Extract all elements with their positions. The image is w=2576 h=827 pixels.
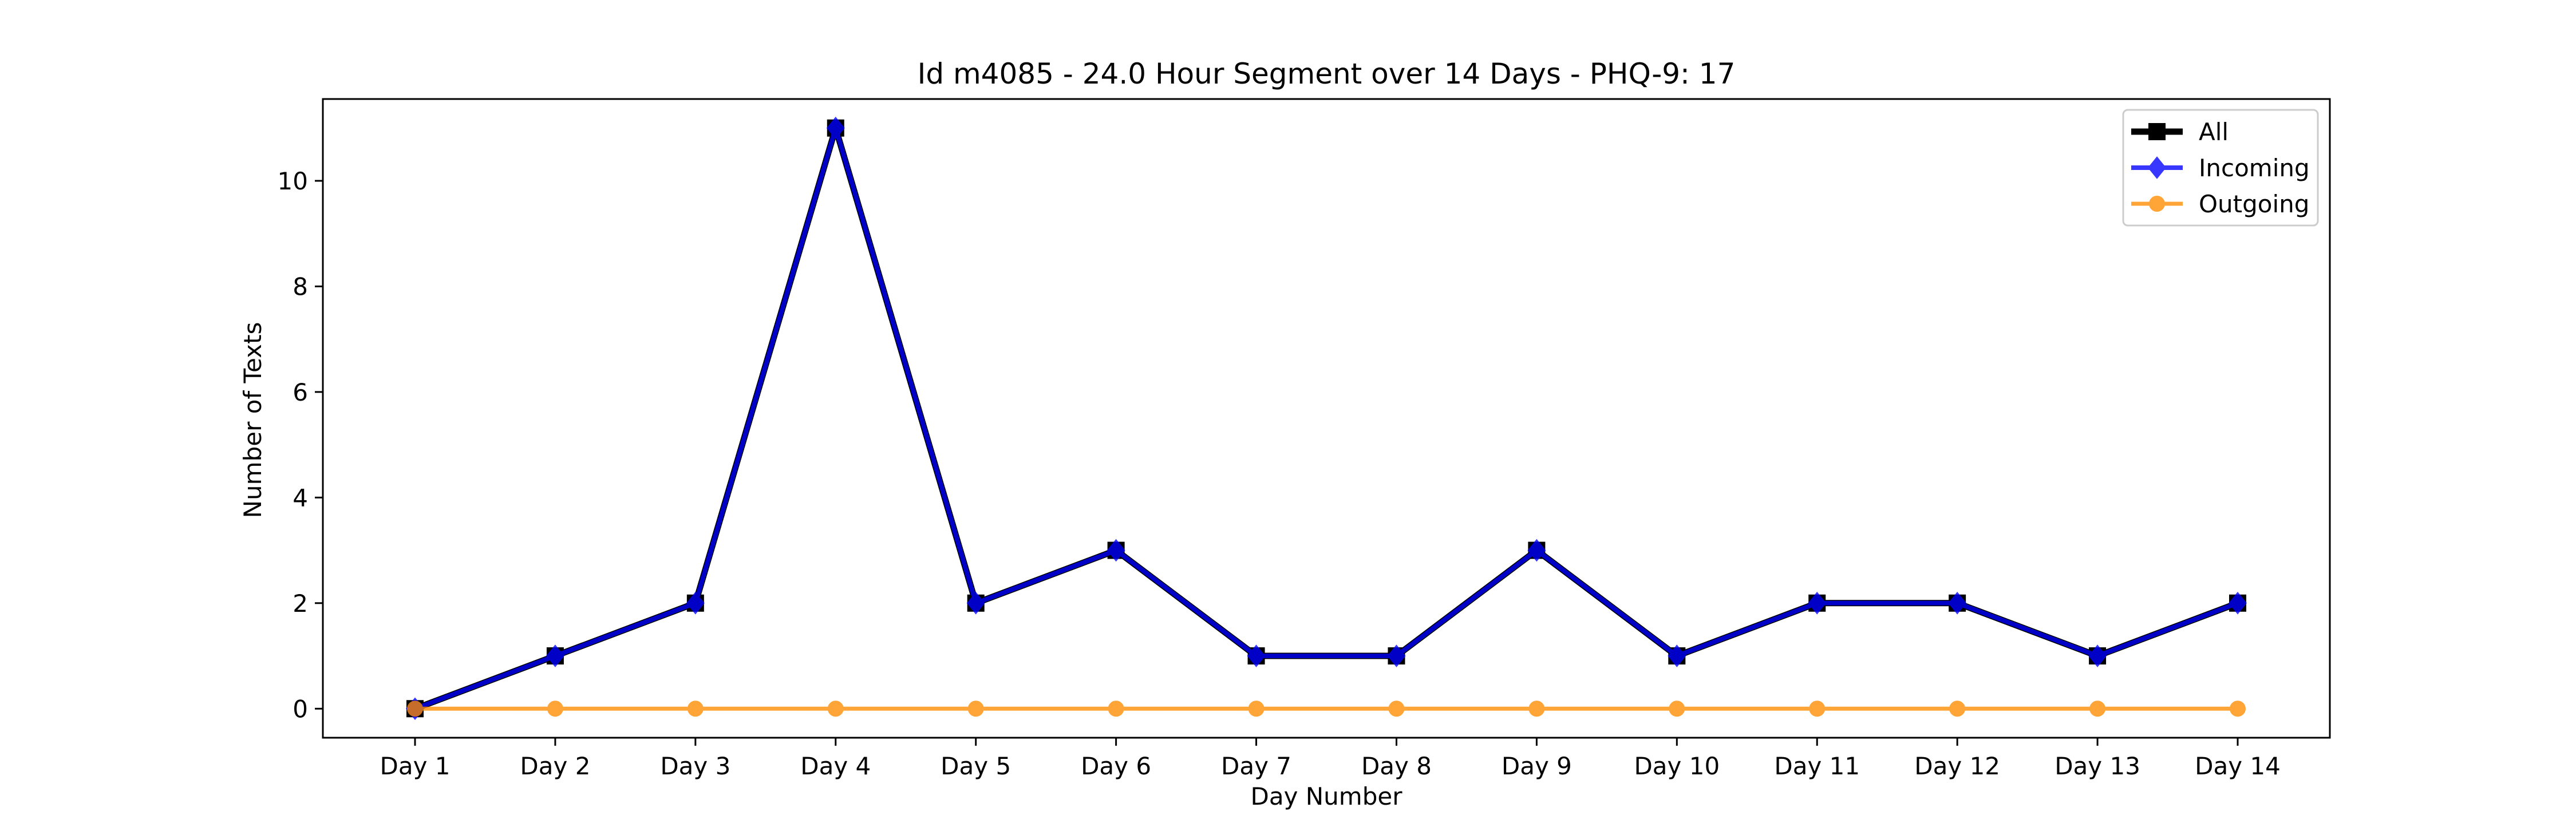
data-point-incoming <box>546 644 564 667</box>
series-all <box>406 119 2246 718</box>
data-point-outgoing <box>1669 701 1685 717</box>
legend-marker-outgoing <box>2149 196 2165 212</box>
data-point-outgoing <box>827 701 844 717</box>
legend-swatch-outgoing <box>2131 196 2183 212</box>
series-line-all <box>414 125 2239 712</box>
x-tick-label: Day 4 <box>800 752 871 780</box>
data-point-outgoing <box>2230 701 2246 717</box>
x-tick-label: Day 13 <box>2055 752 2140 780</box>
data-point-outgoing <box>547 701 563 717</box>
y-tick-label: 8 <box>293 272 308 300</box>
x-tick-label: Day 7 <box>1221 752 1291 780</box>
x-tick-label: Day 1 <box>380 752 450 780</box>
data-point-incoming <box>2229 592 2247 615</box>
series-line-incoming <box>414 125 2239 711</box>
data-point-incoming <box>966 592 985 615</box>
data-point-outgoing <box>1248 701 1265 717</box>
x-tick-label: Day 2 <box>520 752 590 780</box>
x-tick-label: Day 6 <box>1081 752 1151 780</box>
data-point-outgoing <box>967 701 984 717</box>
data-point-outgoing <box>407 701 423 717</box>
y-tick-label: 10 <box>278 167 308 195</box>
data-point-outgoing <box>1949 701 1966 717</box>
y-tick-label: 0 <box>293 695 308 723</box>
data-point-outgoing <box>2089 701 2106 717</box>
data-point-incoming <box>1387 644 1406 667</box>
y-axis-label: Number of Texts <box>239 322 267 519</box>
data-point-incoming <box>1107 539 1125 562</box>
data-point-outgoing <box>687 701 704 717</box>
data-point-incoming <box>1808 592 1827 615</box>
x-tick-label: Day 12 <box>1914 752 2000 780</box>
y-tick-label: 4 <box>293 484 308 512</box>
x-tick-label: Day 14 <box>2195 752 2281 780</box>
data-point-outgoing <box>1388 701 1405 717</box>
data-point-incoming <box>2088 644 2107 667</box>
data-point-outgoing <box>1108 701 1124 717</box>
plot-frame <box>322 98 2331 739</box>
legend-swatch-incoming <box>2131 156 2183 179</box>
plot-area: Day 1 Day 2 Day 3 Day 4 Day 5 Day 6 Day 7 Day 8… <box>278 98 2331 780</box>
data-point-incoming <box>826 116 845 140</box>
legend-label-incoming: Incoming <box>2199 154 2310 182</box>
data-point-incoming <box>1247 644 1266 667</box>
legend-marker-all <box>2148 123 2166 140</box>
data-point-outgoing <box>1528 701 1545 717</box>
legend-marker-incoming <box>2148 156 2166 179</box>
legend-box <box>2122 109 2319 227</box>
series-incoming <box>406 116 2247 721</box>
data-point-incoming <box>1948 592 1967 615</box>
legend-label-all: All <box>2199 118 2229 146</box>
legend: All Incoming Outgoing <box>2122 109 2319 227</box>
x-tick-label: Day 11 <box>1774 752 1860 780</box>
legend-swatch-all <box>2131 123 2183 140</box>
data-point-incoming <box>686 592 705 615</box>
chart-title: Id m4085 - 24.0 Hour Segment over 14 Day… <box>918 57 1736 90</box>
series-outgoing <box>407 701 2246 717</box>
x-tick-label: Day 8 <box>1361 752 1432 780</box>
y-tick-label: 2 <box>293 589 308 618</box>
y-tick-label: 6 <box>293 378 308 406</box>
x-tick-label: Day 3 <box>660 752 730 780</box>
x-tick-label: Day 9 <box>1502 752 1572 780</box>
data-point-incoming <box>1668 644 1686 667</box>
x-tick-label: Day 5 <box>941 752 1011 780</box>
data-point-incoming <box>1527 539 1546 562</box>
legend-label-outgoing: Outgoing <box>2199 190 2309 218</box>
x-axis-label: Day Number <box>1250 782 1402 810</box>
data-point-outgoing <box>1809 701 1826 717</box>
x-tick-label: Day 10 <box>1634 752 1720 780</box>
